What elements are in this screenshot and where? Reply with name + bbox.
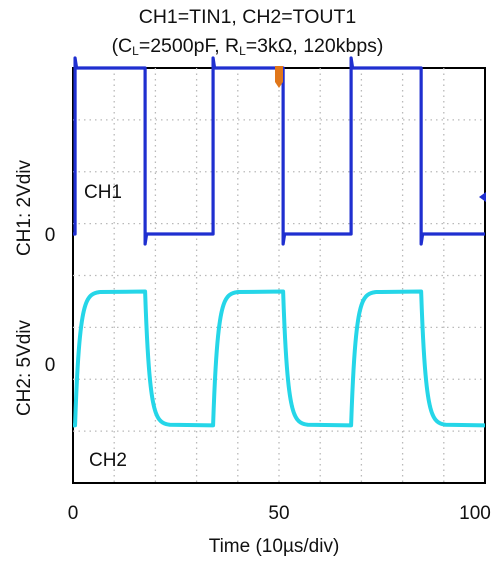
title-part: =2500pF, R [138,35,240,57]
traces [73,56,486,428]
ch1-offset-marker [479,192,486,202]
title-part: (C [111,35,133,57]
trigger-marker [275,66,283,88]
ch1-zero-label: 0 [45,225,56,246]
x-tick-label: 0 [68,503,79,524]
ch1-axis-label: CH1: 2Vdiv [14,159,35,256]
ch2-zero-label: 0 [45,355,56,376]
title-part: =3kΩ, 120kbps) [245,35,384,57]
title-sub-rl: L [239,44,246,58]
ch1-label: CH1 [84,182,122,203]
x-axis-label: Time (10µs/div) [209,536,340,557]
chart-title-line1: CH1=TIN1, CH2=TOUT1 [138,6,357,28]
chart-title-line2: (CL=2500pF, RL=3kΩ, 120kbps) [0,35,495,58]
x-tick-label: 50 [268,503,289,524]
markers [275,66,486,202]
labels: CH1 CH2 0 0 CH1: 2Vdiv CH2: 5Vdiv 0 50 100 Time (… [14,159,491,557]
ch2-trace [73,289,486,428]
ch2-label: CH2 [89,450,127,471]
title-sub-cl: L [132,44,139,58]
x-tick-label: 100 [459,503,491,524]
ch1-trace [73,56,485,246]
ch2-axis-label: CH2: 5Vdiv [14,319,35,416]
